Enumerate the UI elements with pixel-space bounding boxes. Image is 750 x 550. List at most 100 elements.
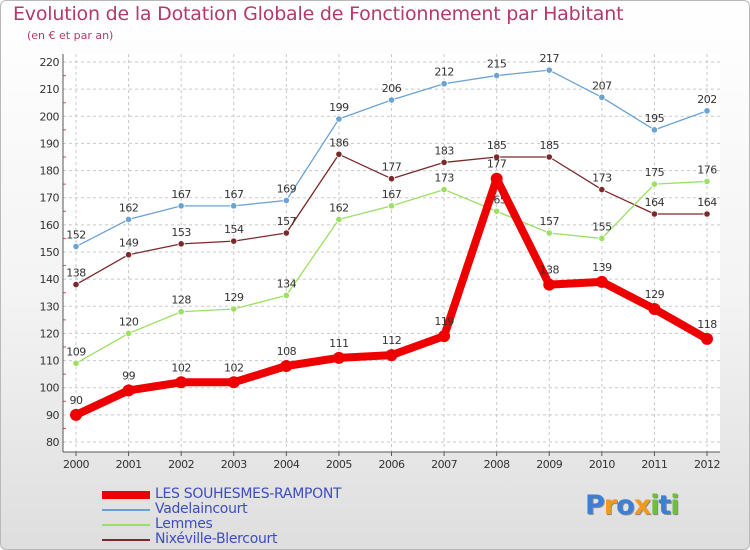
data-label: 155 — [592, 220, 612, 233]
data-label: 111 — [329, 337, 349, 350]
data-label: 177 — [382, 161, 402, 174]
data-point — [595, 275, 608, 288]
y-tick-label: 110 — [40, 355, 60, 368]
data-point — [335, 150, 343, 158]
logo-letter: r — [603, 490, 617, 521]
data-label: 108 — [277, 345, 297, 358]
data-label: 185 — [540, 139, 560, 152]
data-point — [282, 291, 290, 300]
data-point — [545, 66, 553, 74]
data-point — [70, 408, 82, 421]
data-label: 186 — [329, 136, 349, 149]
data-label: 109 — [66, 345, 86, 358]
data-label: 149 — [119, 237, 139, 250]
data-point — [72, 280, 80, 289]
data-label: 139 — [592, 261, 612, 274]
legend-label: LES SOUHESMES-RAMPONT — [155, 486, 342, 502]
data-label: 152 — [66, 229, 86, 242]
data-point — [440, 185, 448, 194]
data-point — [230, 202, 238, 210]
data-label: 169 — [277, 182, 297, 195]
data-label: 183 — [434, 144, 454, 157]
data-label: 119 — [434, 315, 454, 328]
legend-label: Nixéville-Blercourt — [155, 531, 278, 547]
data-point — [282, 196, 290, 205]
data-label: 217 — [540, 52, 560, 65]
data-point — [227, 376, 240, 389]
data-label: 207 — [592, 79, 612, 92]
data-point — [72, 359, 80, 367]
x-tick-label: 2006 — [379, 458, 405, 471]
data-label: 154 — [224, 223, 244, 236]
data-label: 157 — [277, 215, 297, 228]
x-tick-label: 2003 — [221, 458, 247, 471]
x-tick-label: 2007 — [431, 458, 457, 471]
data-label: 90 — [70, 394, 83, 407]
data-point — [440, 80, 448, 88]
data-point — [493, 71, 501, 80]
data-label: 129 — [645, 288, 665, 301]
data-point — [124, 215, 133, 224]
data-label: 185 — [487, 139, 507, 152]
data-point — [230, 305, 238, 313]
logo-letter: x — [633, 490, 651, 521]
data-label: 162 — [329, 201, 349, 214]
data-point — [387, 96, 396, 104]
y-tick-label: 180 — [40, 165, 60, 178]
data-label: 167 — [224, 188, 244, 201]
data-label: 99 — [122, 369, 135, 382]
data-point — [648, 303, 661, 315]
y-tick-label: 90 — [46, 409, 59, 422]
data-point — [703, 107, 711, 115]
y-tick-label: 120 — [40, 327, 60, 340]
data-point — [703, 210, 711, 218]
data-label: 212 — [434, 66, 454, 79]
x-tick-label: 2010 — [589, 458, 615, 471]
data-point — [124, 251, 133, 259]
data-point — [545, 153, 553, 161]
y-tick-label: 210 — [40, 83, 60, 96]
data-label: 164 — [645, 196, 665, 209]
y-tick-label: 150 — [40, 246, 60, 259]
data-label: 102 — [224, 361, 244, 374]
data-point — [335, 115, 343, 123]
data-label: 199 — [329, 101, 349, 114]
legend-label: Lemmes — [155, 516, 213, 532]
x-tick-label: 2000 — [63, 458, 89, 471]
x-tick-label: 2009 — [536, 458, 562, 471]
data-point — [545, 229, 553, 237]
data-point — [438, 330, 451, 343]
data-point — [493, 153, 501, 161]
y-tick-label: 160 — [40, 219, 60, 232]
data-point — [175, 376, 188, 389]
data-label: 138 — [66, 267, 86, 280]
data-label: 162 — [119, 201, 139, 214]
data-label: 112 — [382, 334, 402, 347]
y-tick-label: 190 — [40, 137, 60, 150]
data-label: 206 — [382, 82, 402, 95]
data-label: 176 — [697, 163, 717, 176]
data-point — [124, 329, 133, 338]
legend-swatch — [102, 539, 150, 541]
data-point — [387, 175, 396, 183]
x-tick-label: 2004 — [273, 458, 299, 471]
x-tick-label: 2005 — [326, 458, 352, 471]
data-label: 134 — [277, 277, 297, 290]
logo-letter: i — [650, 490, 659, 521]
logo-letter: i — [670, 490, 679, 521]
data-label: 215 — [487, 58, 507, 71]
data-label: 164 — [697, 196, 717, 209]
legend-swatch — [102, 524, 150, 526]
data-label: 167 — [382, 188, 402, 201]
proxiti-logo: Proxiti — [585, 490, 680, 521]
x-tick-label: 2011 — [641, 458, 667, 471]
y-tick-label: 130 — [40, 300, 60, 313]
chart-subtitle: (en € et par an) — [27, 29, 114, 42]
data-point — [440, 158, 448, 167]
data-label: 167 — [171, 188, 191, 201]
data-label: 138 — [540, 264, 560, 277]
data-label: 173 — [592, 172, 612, 185]
data-point — [543, 278, 556, 291]
data-label: 157 — [540, 215, 560, 228]
logo-letter: o — [616, 490, 635, 521]
